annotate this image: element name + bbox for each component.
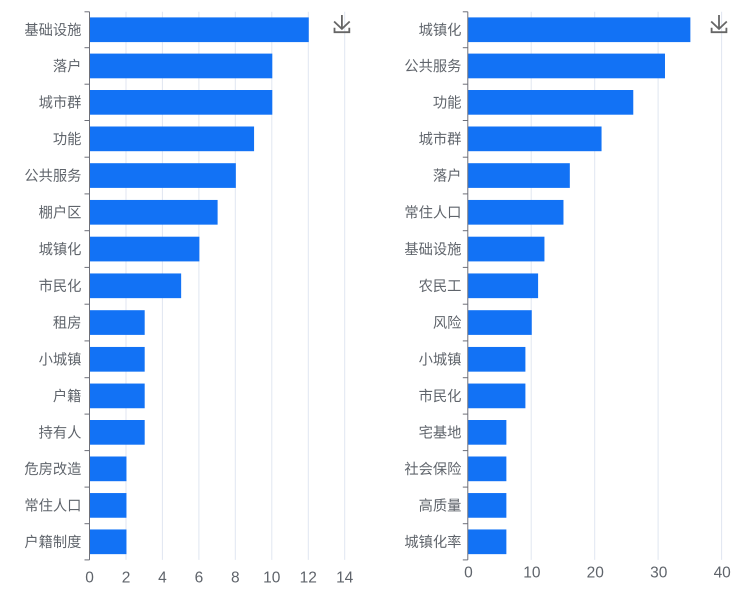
svg-text:0: 0 xyxy=(464,564,473,581)
svg-text:12: 12 xyxy=(300,569,317,586)
svg-text:8: 8 xyxy=(231,569,240,586)
svg-text:20: 20 xyxy=(587,564,605,581)
svg-text:30: 30 xyxy=(650,564,668,581)
svg-text:2: 2 xyxy=(122,569,131,586)
svg-text:0: 0 xyxy=(85,569,94,586)
svg-text:40: 40 xyxy=(714,564,732,581)
svg-text:10: 10 xyxy=(263,569,281,586)
svg-text:10: 10 xyxy=(523,564,541,581)
svg-text:14: 14 xyxy=(336,569,354,586)
svg-text:6: 6 xyxy=(195,569,204,586)
svg-text:4: 4 xyxy=(158,569,167,586)
